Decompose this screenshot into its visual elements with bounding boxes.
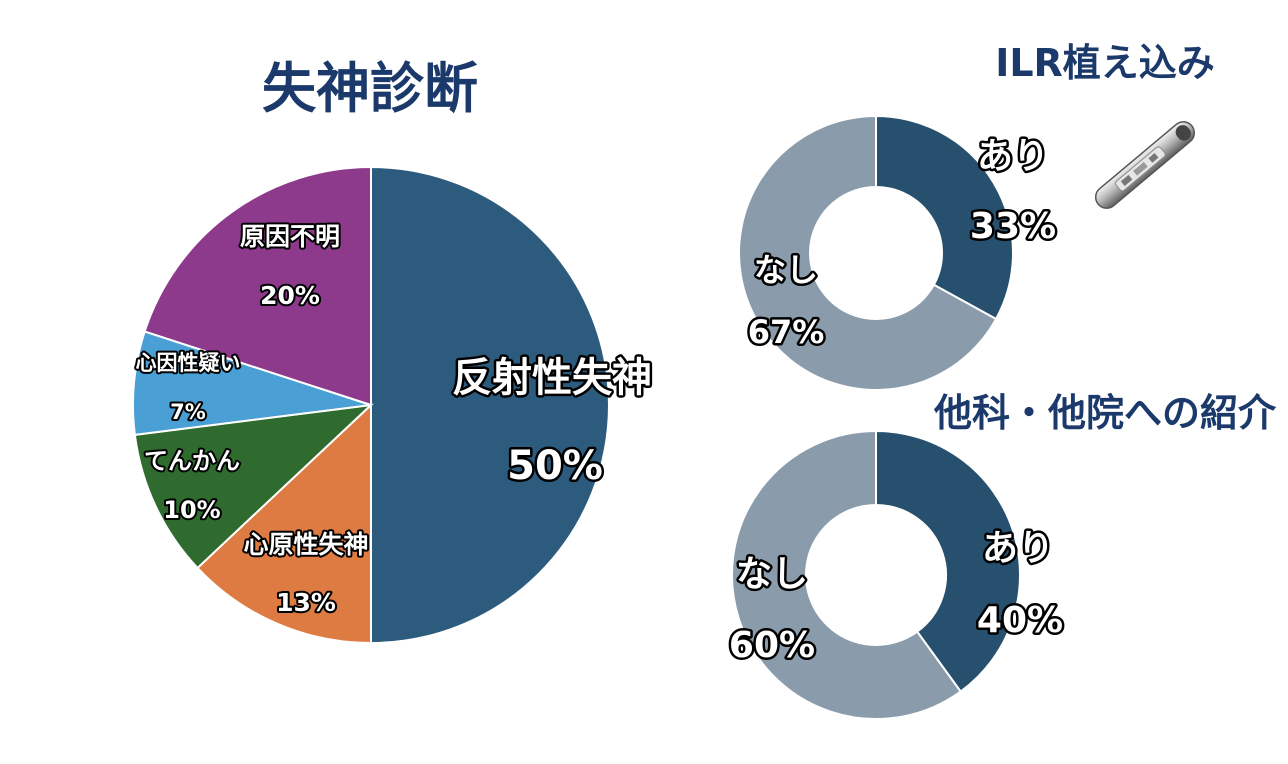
pie-title: 失神診断 bbox=[262, 57, 478, 120]
referral-donut-label-1: なし bbox=[736, 554, 808, 595]
ilr-donut-title: ILR植え込み bbox=[995, 41, 1215, 85]
pie-value-0: 50% bbox=[507, 443, 603, 489]
ilr-donut-label-0: あり bbox=[977, 136, 1049, 177]
ilr-donut-value-0: 33% bbox=[970, 206, 1056, 247]
pie-label-2: てんかん bbox=[144, 447, 240, 475]
pie-slice-2 bbox=[133, 403, 374, 570]
pie-value-3: 7% bbox=[170, 400, 206, 424]
ilr-device-image bbox=[1080, 110, 1210, 220]
ilr-donut-value-1: 67% bbox=[748, 313, 825, 351]
pie-slice-4 bbox=[143, 165, 372, 407]
pie-value-2: 10% bbox=[163, 496, 220, 524]
referral-donut-slice-0 bbox=[875, 429, 1021, 693]
pie-value-4: 20% bbox=[260, 281, 320, 310]
referral-donut-title: 他科・他院への紹介 bbox=[933, 391, 1276, 435]
referral-donut-slice-1 bbox=[731, 429, 963, 720]
ilr-device-icon bbox=[1094, 121, 1196, 209]
referral-donut-label-0: あり bbox=[982, 528, 1054, 569]
pie-value-1: 13% bbox=[276, 588, 336, 617]
pie-label-0: 反射性失神 bbox=[452, 355, 652, 401]
ilr-donut-label-1: なし bbox=[754, 251, 818, 289]
ilr-donut-slice-0 bbox=[875, 114, 1014, 321]
ilr-donut-slice-1 bbox=[738, 114, 998, 391]
referral-donut-value-1: 60% bbox=[729, 625, 815, 666]
pie-slice-1 bbox=[196, 402, 372, 645]
pie-label-1: 心原性失神 bbox=[243, 530, 368, 559]
pie-label-3: 心因性疑い bbox=[136, 351, 241, 375]
pie-slice-3 bbox=[132, 330, 372, 436]
pie-slice-0 bbox=[370, 165, 610, 645]
pie-label-4: 原因不明 bbox=[240, 222, 340, 251]
referral-donut-value-0: 40% bbox=[977, 600, 1063, 641]
